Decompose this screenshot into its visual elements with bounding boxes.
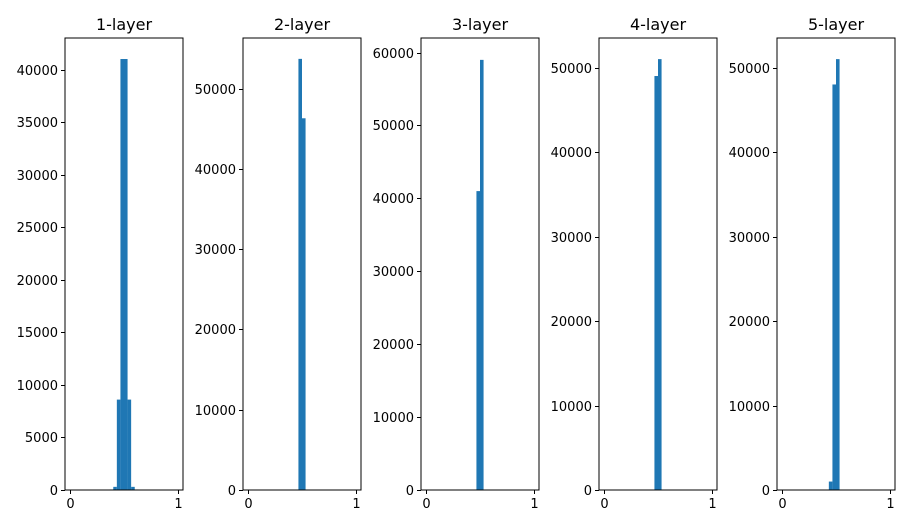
y-tick-label: 0 (584, 484, 592, 499)
histogram-bar (828, 481, 833, 490)
y-tick-label: 10000 (551, 400, 592, 415)
x-tick-label: 0 (778, 497, 786, 512)
y-tick-label: 20000 (373, 338, 414, 353)
axes-frame (64, 37, 184, 491)
y-tick-label: 10000 (729, 400, 770, 415)
histogram-bar (131, 486, 135, 490)
y-tick-label: 30000 (373, 265, 414, 280)
x-tick-label: 1 (886, 497, 894, 512)
y-tick-label: 35000 (17, 116, 58, 131)
histogram-bar (658, 59, 662, 491)
y-tick-label: 40000 (551, 146, 592, 161)
histogram-bar (127, 399, 132, 490)
y-tick-label: 30000 (17, 169, 58, 184)
histogram-bar (298, 58, 302, 491)
y-tick-label: 50000 (551, 62, 592, 77)
axes-frame (598, 37, 718, 491)
y-tick-label: 15000 (17, 326, 58, 341)
x-tick-label: 1 (174, 497, 182, 512)
x-tick-label: 1 (530, 497, 538, 512)
y-tick-label: 10000 (17, 379, 58, 394)
y-tick-label: 50000 (729, 62, 770, 77)
y-tick-label: 20000 (17, 274, 58, 289)
axes-frame (776, 37, 896, 491)
histogram-bar (480, 59, 484, 491)
y-tick-label: 0 (228, 484, 236, 499)
y-tick-label: 40000 (17, 64, 58, 79)
subplot-title: 2-layer (274, 15, 331, 34)
y-tick-label: 10000 (195, 404, 236, 419)
histogram-bar (302, 118, 306, 490)
histogram-bar (476, 191, 480, 490)
subplot-1: 0 5000 10000 15000 20000 25000 30000 35000 40000… (17, 15, 184, 512)
subplot-4: 0 10000 20000 30000 40000 50000 0 1 4-layer (551, 15, 718, 512)
y-tick-label: 10000 (373, 411, 414, 426)
histogram-bar (832, 84, 836, 490)
y-tick-label: 20000 (551, 315, 592, 330)
y-tick-label: 5000 (25, 431, 58, 446)
y-tick-label: 50000 (195, 83, 236, 98)
y-tick-label: 20000 (729, 315, 770, 330)
subplot-title: 4-layer (630, 15, 687, 34)
subplot-5: 0 10000 20000 30000 40000 50000 0 1 5-layer (729, 15, 896, 512)
subplot-title: 5-layer (808, 15, 865, 34)
histogram-bar (836, 59, 840, 491)
subplot-2: 0 10000 20000 30000 40000 50000 0 1 2-layer (195, 15, 362, 512)
y-tick-label: 0 (762, 484, 770, 499)
y-tick-label: 30000 (195, 243, 236, 258)
subplot-3: 0 10000 20000 30000 40000 50000 60000 0 1 3-layer (373, 15, 540, 512)
subplot-title: 1-layer (96, 15, 153, 34)
x-tick-label: 0 (244, 497, 252, 512)
y-tick-label: 0 (50, 484, 58, 499)
axes-frame (242, 37, 362, 491)
histogram-bar (116, 399, 121, 490)
x-tick-label: 0 (422, 497, 430, 512)
y-tick-label: 50000 (373, 119, 414, 134)
y-tick-label: 25000 (17, 221, 58, 236)
y-tick-label: 40000 (729, 146, 770, 161)
histogram-bar (120, 59, 124, 491)
histogram-bar (124, 59, 128, 491)
y-tick-label: 40000 (373, 192, 414, 207)
x-tick-label: 0 (66, 497, 74, 512)
subplot-title: 3-layer (452, 15, 509, 34)
x-tick-label: 0 (600, 497, 608, 512)
y-tick-label: 30000 (551, 231, 592, 246)
y-tick-label: 40000 (195, 163, 236, 178)
y-tick-label: 20000 (195, 323, 236, 338)
histogram-bar (654, 76, 658, 491)
x-tick-label: 1 (352, 497, 360, 512)
x-tick-label: 1 (708, 497, 716, 512)
histogram-bar (113, 486, 117, 490)
y-tick-label: 30000 (729, 231, 770, 246)
axes-frame (420, 37, 540, 491)
y-tick-label: 0 (406, 484, 414, 499)
y-tick-label: 60000 (373, 47, 414, 62)
